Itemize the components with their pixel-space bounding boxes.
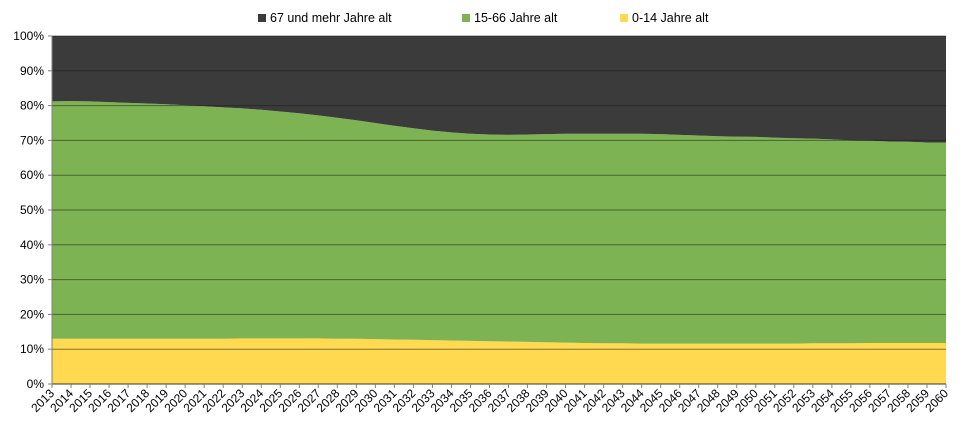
legend-swatch: [258, 14, 266, 22]
y-tick-label: 80%: [20, 99, 44, 113]
area-series-group: [52, 36, 946, 384]
gridlines: [52, 35, 946, 385]
y-tick-label: 100%: [13, 29, 44, 43]
y-tick-label: 20%: [20, 307, 44, 321]
legend-item-67-und-mehr-jahre-alt: 67 und mehr Jahre alt: [258, 11, 392, 25]
area-series-0-14-jahre-alt: [52, 338, 946, 384]
x-axis-ticks: 2013201420152016201720182019202020212022…: [28, 384, 951, 415]
legend: 67 und mehr Jahre alt 15-66 Jahre alt 0-14…: [258, 11, 709, 25]
y-tick-label: 50%: [20, 203, 44, 217]
y-tick-label: 10%: [20, 342, 44, 356]
y-tick-label: 90%: [20, 64, 44, 78]
y-axis-ticks: 0% 10% 20% 30% 40% 50% 60% 70% 80% 90% 100%: [13, 29, 52, 391]
legend-label: 15-66 Jahre alt: [474, 11, 558, 25]
legend-swatch: [620, 14, 628, 22]
y-tick-label: 70%: [20, 133, 44, 147]
legend-label: 67 und mehr Jahre alt: [270, 11, 392, 25]
x-tick-label: 2060: [922, 386, 951, 415]
legend-item-0-14-jahre-alt: 0-14 Jahre alt: [620, 11, 709, 25]
y-tick-label: 60%: [20, 168, 44, 182]
legend-swatch: [462, 14, 470, 22]
legend-label: 0-14 Jahre alt: [632, 11, 709, 25]
area-series-15-66-jahre-alt: [52, 101, 946, 344]
y-tick-label: 40%: [20, 238, 44, 252]
legend-item-15-66-jahre-alt: 15-66 Jahre alt: [462, 11, 558, 25]
area-series-67-und-mehr-jahre-alt: [52, 36, 946, 143]
y-tick-label: 30%: [20, 273, 44, 287]
y-tick-label: 0%: [27, 377, 45, 391]
